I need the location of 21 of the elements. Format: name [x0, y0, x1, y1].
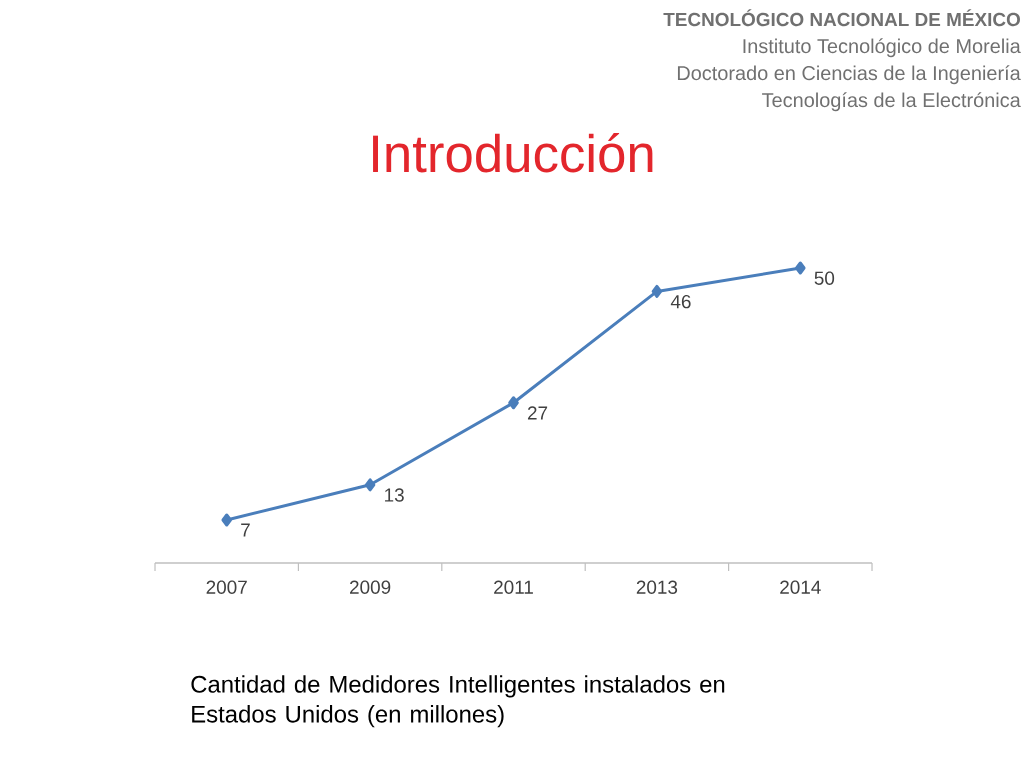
text: Cantidad de Medidores Intelligentes instalados en Estados Unidos (en millones): [191, 675, 725, 728]
point: [651, 284, 663, 298]
data-label: 50: [814, 271, 835, 285]
point: [364, 478, 376, 492]
point: [508, 396, 519, 410]
data-label: 27: [527, 406, 548, 420]
point: [221, 513, 232, 527]
x-tick-label: 2013: [636, 580, 678, 594]
text: Tecnologías de la Electrónica: [762, 92, 1021, 112]
x-tick-label: 2011: [494, 580, 533, 594]
chart-title: Introducción: [373, 133, 653, 173]
text: Instituto Tecnológico de Morelia: [743, 38, 1021, 58]
text: Doctorado en Ciencias de la Ingeniería: [677, 65, 1021, 85]
text: TECNOLÓGICO NACIONAL DE MÉXICO: [663, 9, 1020, 27]
x-tick-label: 2009: [350, 580, 391, 594]
data-label: 46: [670, 294, 691, 309]
point: [795, 261, 806, 275]
data-label: 7: [241, 523, 250, 537]
x-tick-label: 2007: [206, 580, 247, 594]
x-tick-label: 2014: [780, 580, 821, 594]
data-label: 13: [385, 488, 404, 502]
